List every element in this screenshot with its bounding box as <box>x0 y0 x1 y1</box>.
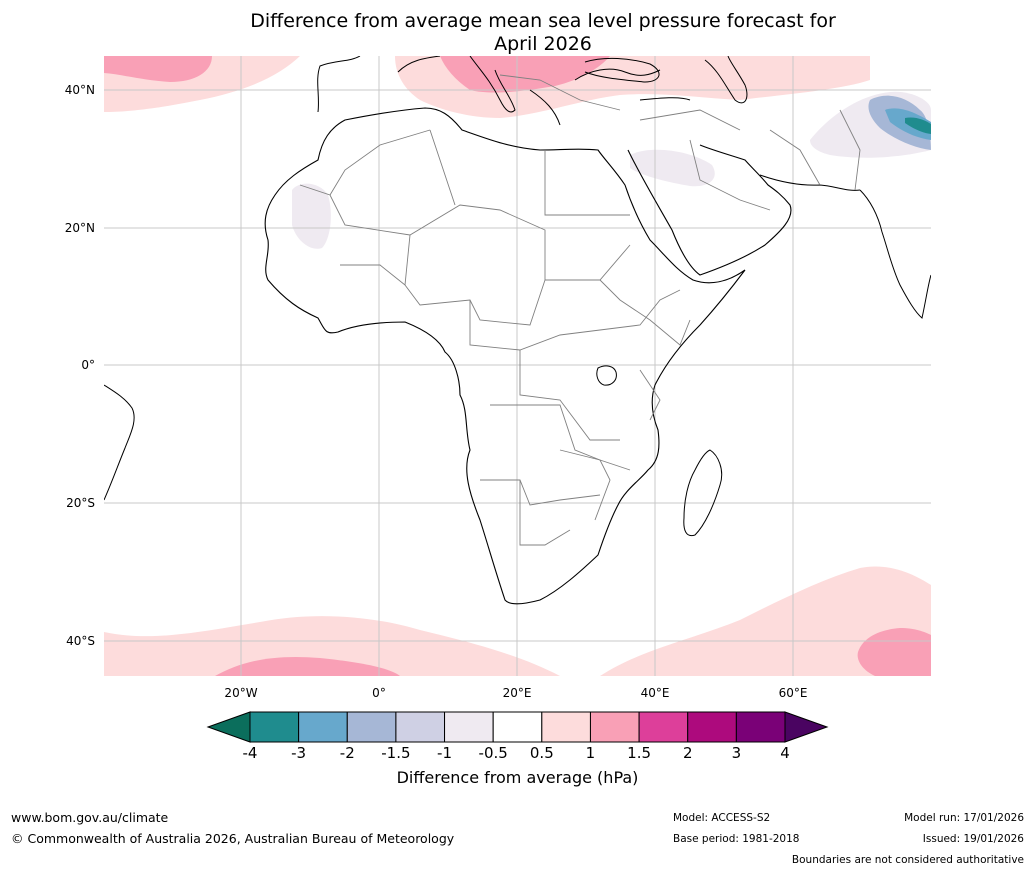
footer-issued: Issued: 19/01/2026 <box>922 833 1024 845</box>
graticule <box>104 56 931 676</box>
colorbar-segment <box>249 711 300 743</box>
colorbar-segment <box>395 711 446 743</box>
colorbar-segment <box>492 711 543 743</box>
caspian-sea-coastline <box>704 56 748 104</box>
colorbar-high-extend <box>784 711 829 743</box>
lat-label-40s: 40°S <box>66 634 95 648</box>
footer-copyright: © Commonwealth of Australia 2026, Austra… <box>11 831 455 846</box>
anomaly-region-arabia-lavender <box>630 149 715 187</box>
anomaly-region-north-atlantic-pink <box>104 56 212 82</box>
colorbar-tick-label: 0.5 <box>529 744 554 762</box>
anomaly-region-south-atlantic-light <box>104 616 560 676</box>
colorbar-segment <box>346 711 397 743</box>
south-america-coastline <box>104 384 135 501</box>
lat-label-0: 0° <box>81 358 95 372</box>
anomaly-region-south-atlantic-pink <box>215 656 400 676</box>
lat-label-40n: 40°N <box>64 83 95 97</box>
arabia-coastline <box>627 144 792 276</box>
anomaly-region-south-indian-light <box>600 566 931 676</box>
anomaly-region-south-indian-pink <box>857 628 931 676</box>
lon-label-40e: 40°E <box>640 686 670 700</box>
colorbar-tick-label: -0.5 <box>478 744 508 762</box>
lat-label-20s: 20°S <box>66 496 95 510</box>
colorbar-tick-label: 3 <box>731 744 742 762</box>
lon-label-60e: 60°E <box>778 686 808 700</box>
colorbar-segment <box>541 711 591 743</box>
colorbar-tick-label: 2 <box>682 744 693 762</box>
lat-label-20n: 20°N <box>64 221 95 235</box>
anomaly-region-mediterranean-pink <box>440 56 610 93</box>
colorbar-tick-label: 1 <box>585 744 596 762</box>
anomaly-region-sahara-lavender <box>292 183 331 249</box>
colorbar-segment <box>735 711 786 743</box>
country-borders <box>299 74 861 546</box>
anomaly-region-himalaya-lowest <box>905 117 931 134</box>
colorbar-label: Difference from average (hPa) <box>396 768 639 787</box>
colorbar-tick-label: 1.5 <box>627 744 652 762</box>
colorbar-tick-label: 4 <box>780 744 790 762</box>
india-coastline <box>859 189 931 319</box>
lake-victoria <box>596 365 617 386</box>
colorbar-tick-label: -1.5 <box>381 744 411 762</box>
footer-base-period: Base period: 1981-2018 <box>673 833 800 845</box>
black-sea-coastline <box>584 57 660 83</box>
footer-website: www.bom.gov.au/climate <box>11 810 169 825</box>
africa-coastline <box>264 107 746 605</box>
title-line-2: April 2026 <box>494 33 592 55</box>
colorbar-segment <box>444 711 494 743</box>
colorbar-segment <box>687 711 737 743</box>
colorbar-tick-label: -2 <box>339 744 355 762</box>
lon-label-20e: 20°E <box>502 686 532 700</box>
madagascar-coastline <box>683 449 723 537</box>
europe-coastline <box>317 56 691 126</box>
lon-label-0: 0° <box>372 686 386 700</box>
lon-label-20w: 20°W <box>224 686 258 700</box>
colorbar-low-extend <box>206 711 251 743</box>
footer-disclaimer: Boundaries are not considered authoritat… <box>791 854 1024 866</box>
colorbar-tick-label: -4 <box>242 744 258 762</box>
colorbar-tick-label: -3 <box>291 744 307 762</box>
footer-model-run: Model run: 17/01/2026 <box>904 812 1024 824</box>
colorbar-segment <box>589 711 640 743</box>
chart-title: Difference from average mean sea level p… <box>0 10 1035 56</box>
footer-model: Model: ACCESS-S2 <box>673 812 771 824</box>
title-line-1: Difference from average mean sea level p… <box>250 10 836 32</box>
colorbar-segment <box>298 711 348 743</box>
colorbar-segment <box>638 711 689 743</box>
colorbar-tick-label: -1 <box>437 744 453 762</box>
